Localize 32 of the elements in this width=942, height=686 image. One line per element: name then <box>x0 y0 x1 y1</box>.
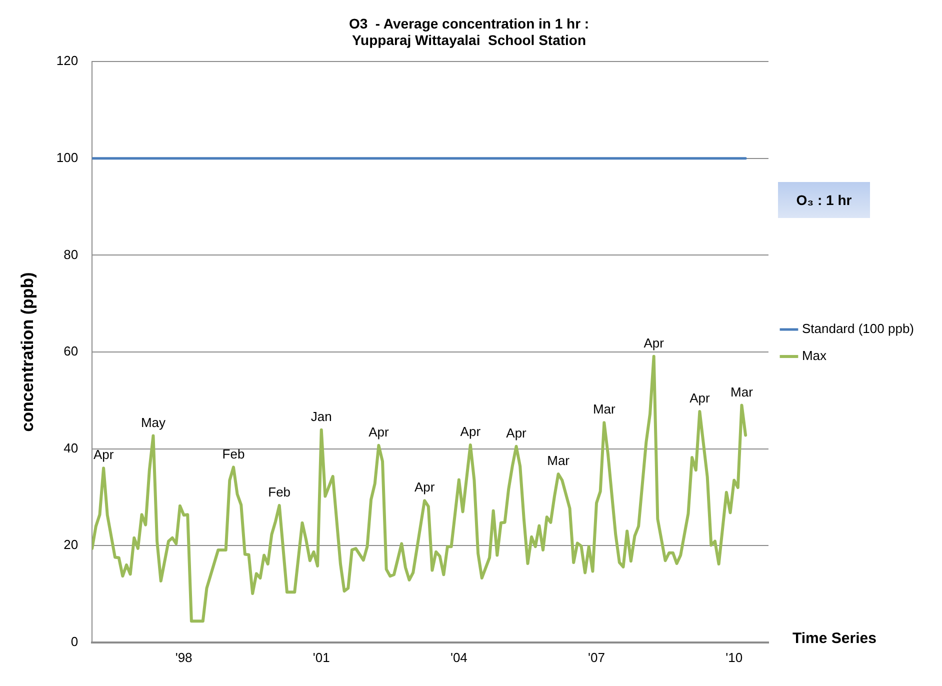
annotation: Apr <box>460 424 482 440</box>
annotation: Feb <box>222 446 245 462</box>
annotation: Apr <box>644 335 665 350</box>
text: O₃ : 1 hr <box>778 182 870 218</box>
annotation: Apr <box>506 425 528 440</box>
y-tick-label: 60 <box>64 344 78 359</box>
annotation: Feb <box>268 484 291 500</box>
y-tick-label: 120 <box>56 53 78 68</box>
chart-title: O3 - Average concentration in 1 hr : Yupparaj Wittayalai School Station <box>348 15 590 48</box>
annotation: Mar <box>592 402 616 417</box>
legend-label: Standard (100 ppb) <box>802 321 914 336</box>
legend-label: Max <box>802 348 828 364</box>
annotation: Apr <box>93 447 114 462</box>
x-tick-label: '07 <box>588 650 605 665</box>
annotation: Jan <box>310 409 332 424</box>
y-tick-label: 40 <box>64 440 78 456</box>
y-tick-label: 100 <box>56 150 78 165</box>
annotation: Apr <box>368 424 390 440</box>
x-tick-label: '04 <box>450 650 468 665</box>
y-axis-title: concentration (ppb) <box>18 272 37 432</box>
annotation: Mar <box>730 384 754 400</box>
x-tick-label: '98 <box>175 650 192 665</box>
annotation: May <box>140 414 166 430</box>
y-tick-label: 0 <box>70 634 78 649</box>
x-tick-label: '10 <box>726 650 743 665</box>
x-axis-title: Time Series <box>792 630 876 648</box>
annotation: Apr <box>414 480 436 495</box>
y-tick-label: 20 <box>64 537 78 552</box>
annotation: Mar <box>547 453 570 468</box>
x-tick-label: '01 <box>312 650 330 665</box>
y-tick-label: 80 <box>64 246 78 262</box>
annotation: Apr <box>690 390 710 406</box>
